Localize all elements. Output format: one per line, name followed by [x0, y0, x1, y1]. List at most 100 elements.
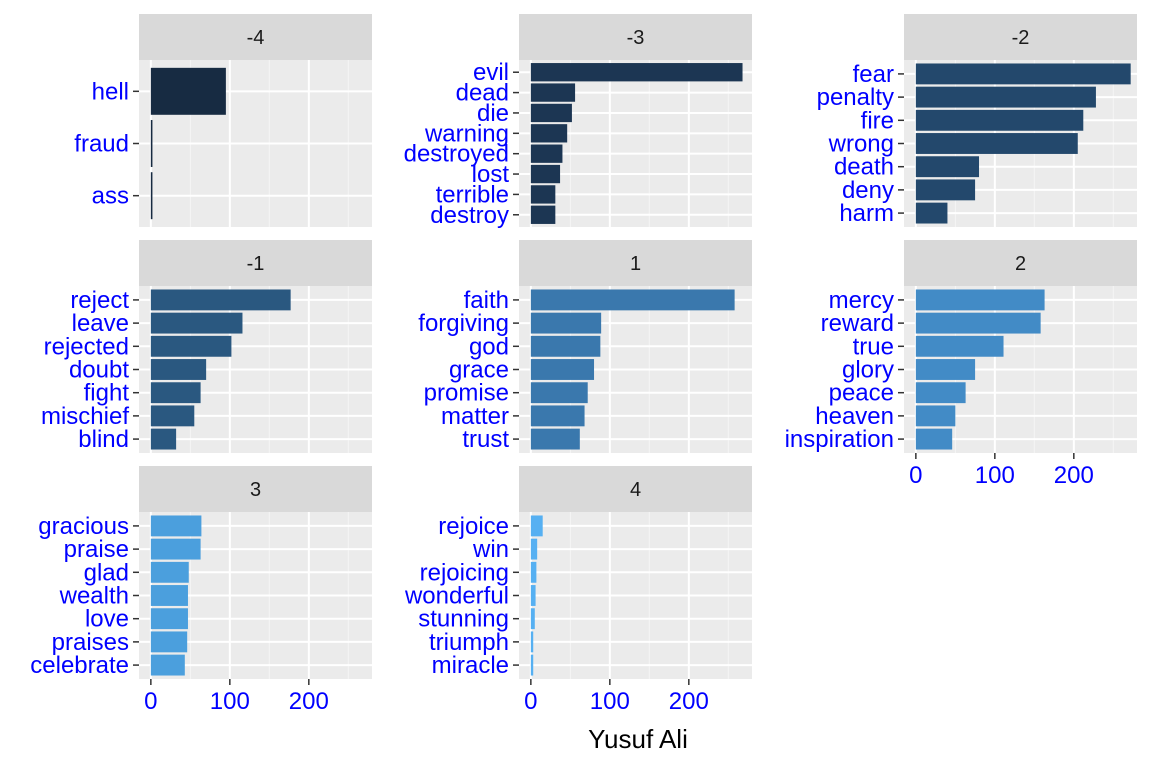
facet-strip-label: -4	[247, 27, 265, 49]
y-tick-label: miracle	[432, 652, 509, 679]
bar	[150, 405, 195, 427]
facet-panel: -4 hell fraud ass	[74, 14, 372, 227]
bar	[150, 631, 188, 653]
y-tick-label: mischief	[41, 403, 129, 430]
y-tick-label: destroyed	[404, 141, 509, 168]
facet-strip	[519, 240, 752, 286]
y-tick-label: forgiving	[418, 310, 509, 337]
y-tick-label: lost	[472, 161, 510, 188]
bar	[150, 608, 188, 630]
bar	[530, 561, 537, 583]
bar	[150, 359, 207, 380]
x-axis-title: Yusuf Ali	[588, 724, 688, 754]
facet-panel: 2 mercyrewardtrueglorypeaceheaveninspirat…	[785, 240, 1137, 489]
y-tick-label: mercy	[829, 287, 894, 314]
bar	[530, 359, 595, 380]
y-tick-label: terrible	[436, 181, 509, 208]
y-tick-label: wrong	[828, 131, 894, 158]
y-tick-label: rejoice	[438, 513, 509, 540]
y-tick-label: glory	[842, 357, 894, 384]
bar	[530, 382, 588, 404]
y-tick-label: grace	[449, 357, 509, 384]
x-tick-label: 100	[975, 462, 1015, 489]
x-tick-label: 100	[590, 688, 630, 715]
y-tick-label: deny	[842, 177, 894, 204]
facet-strip	[904, 14, 1137, 60]
facet-strip-label: 3	[250, 479, 261, 501]
facet-strip	[904, 240, 1137, 286]
facet-strip-label: -3	[627, 27, 645, 49]
y-tick-label: celebrate	[30, 652, 129, 679]
bar	[530, 428, 580, 450]
facet-strip	[139, 466, 372, 512]
x-tick-label: 100	[210, 688, 250, 715]
y-tick-label: fraud	[74, 131, 129, 158]
facet-strip	[139, 14, 372, 60]
bar	[150, 67, 226, 115]
bar	[150, 654, 185, 676]
facet-strip	[519, 14, 752, 60]
bar	[150, 335, 232, 357]
x-tick-label: 200	[669, 688, 709, 715]
y-tick-label: fight	[84, 380, 130, 407]
y-tick-label: warning	[424, 120, 509, 147]
bar	[530, 515, 543, 537]
y-tick-label: true	[853, 333, 894, 360]
y-tick-label: triumph	[429, 629, 509, 656]
facet-strip-label: 2	[1015, 253, 1026, 275]
bar	[915, 289, 1045, 311]
facet-strip-label: -2	[1012, 27, 1030, 49]
bar	[150, 172, 153, 220]
y-tick-label: peace	[829, 380, 894, 407]
bar	[530, 312, 602, 334]
bar	[150, 120, 153, 167]
bar	[530, 63, 743, 82]
bar	[150, 382, 201, 404]
y-tick-label: inspiration	[785, 426, 894, 453]
bar	[150, 428, 177, 450]
x-tick-label: 0	[144, 688, 157, 715]
y-tick-label: gracious	[38, 513, 129, 540]
y-tick-label: reward	[821, 310, 894, 337]
facet-panel: 4 rejoicewinrejoicingwonderfulstunningtri…	[404, 466, 752, 715]
facet-strip-label: 1	[630, 253, 641, 275]
bar	[915, 428, 953, 450]
facet-strip	[519, 466, 752, 512]
y-tick-label: hell	[92, 78, 129, 105]
bar	[915, 179, 976, 201]
bar	[530, 144, 563, 163]
y-tick-label: love	[85, 606, 129, 633]
bar	[530, 631, 534, 653]
facet-strip-label: 4	[630, 479, 641, 501]
x-tick-label: 0	[909, 462, 922, 489]
bar	[915, 202, 948, 224]
x-tick-label: 200	[289, 688, 329, 715]
y-tick-label: glad	[84, 559, 129, 586]
y-tick-label: harm	[839, 200, 894, 227]
bar	[915, 335, 1004, 357]
y-tick-label: praises	[52, 629, 129, 656]
bar	[530, 185, 556, 204]
bar	[915, 312, 1041, 334]
bar	[150, 312, 243, 334]
bar	[530, 405, 585, 427]
facet-strip	[139, 240, 372, 286]
bar	[150, 585, 188, 606]
y-tick-label: rejected	[44, 333, 129, 360]
y-tick-label: doubt	[69, 357, 129, 384]
bar	[530, 83, 576, 102]
x-tick-label: 200	[1054, 462, 1094, 489]
y-tick-label: trust	[462, 426, 509, 453]
y-tick-label: wonderful	[404, 583, 509, 610]
bar	[915, 133, 1078, 154]
bar	[530, 538, 538, 560]
bar	[530, 124, 568, 143]
bar	[915, 156, 980, 178]
bar	[150, 538, 201, 560]
bar	[150, 515, 202, 537]
y-tick-label: blind	[78, 426, 129, 453]
y-tick-label: stunning	[418, 606, 509, 633]
facet-panel: 1 faithforgivinggodgracepromisemattertrus…	[418, 240, 752, 453]
